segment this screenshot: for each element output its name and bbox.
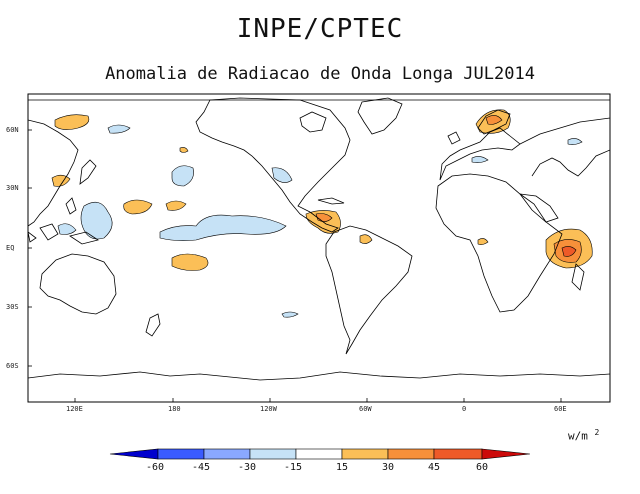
negative-anomaly-patch [159, 214, 287, 241]
coast-japan [79, 159, 97, 185]
colorbar-swatch [249, 448, 297, 460]
coast-south-america [325, 225, 413, 355]
lon-tick-label: 120E [66, 405, 83, 413]
anomaly-patches [51, 109, 593, 318]
negative-anomaly-patch [171, 165, 194, 187]
coast-madagascar [571, 263, 585, 291]
coast-scandinavia [477, 109, 511, 135]
colorbar-swatch [387, 448, 435, 460]
coast-philippines [65, 197, 77, 215]
negative-anomaly-patch [567, 138, 583, 145]
positive-anomaly-patch [165, 200, 187, 211]
positive-anomaly-patch [561, 246, 577, 257]
colorbar-label: 45 [428, 462, 441, 473]
positive-anomaly-patch [485, 115, 503, 125]
lon-tick-label: 60E [554, 405, 567, 413]
coast-new-guinea [69, 231, 99, 245]
positive-anomaly-patch [179, 147, 189, 153]
lat-tick-label: 30S [6, 303, 19, 311]
negative-anomaly-patch [471, 156, 489, 163]
coast-sumatra [28, 231, 37, 243]
positive-anomaly-patch [54, 114, 90, 130]
coast-arabia [519, 193, 559, 223]
lat-tick-label: EQ [6, 244, 15, 252]
lon-tick-label: 120W [260, 405, 277, 413]
coast-antarctica [28, 371, 610, 381]
lat-tick-label: 30N [6, 184, 19, 192]
coast-africa [435, 173, 563, 313]
coast-indian-coast [531, 149, 610, 177]
lat-tick-label: 60S [6, 362, 19, 370]
colorbar-label: -45 [192, 462, 211, 473]
positive-anomaly-patch [477, 238, 489, 245]
coast-cuba [317, 197, 345, 205]
colorbar-swatch [341, 448, 389, 460]
positive-anomaly-patch [123, 199, 153, 215]
colorbar [109, 448, 531, 460]
coast-asia [28, 99, 610, 227]
colorbar-swatch [157, 448, 205, 460]
lon-tick-label: 60W [359, 405, 372, 413]
positive-anomaly-patch [171, 253, 209, 271]
chart-subtitle: Anomalia de Radiacao de Onda Longa JUL20… [105, 64, 535, 84]
positive-anomaly-patch [359, 234, 373, 244]
colorbar-label: -15 [284, 462, 303, 473]
colorbar-label: -60 [146, 462, 165, 473]
colorbar-label: 60 [476, 462, 489, 473]
coast-borneo [39, 223, 59, 241]
lat-tick-label: 60N [6, 126, 19, 134]
negative-anomaly-patch [57, 223, 77, 235]
colorbar-swatch [203, 448, 251, 460]
negative-anomaly-patch [271, 167, 293, 183]
colorbar-swatch-min [109, 448, 159, 460]
colorbar-label: -30 [238, 462, 257, 473]
coast-new-zealand [145, 313, 161, 337]
colorbar-swatch-max [481, 448, 531, 460]
chart-title: INPE/CPTEC [236, 14, 404, 44]
coast-europe [439, 127, 521, 181]
coast-australia [39, 253, 117, 315]
coast-greenland [357, 97, 403, 135]
coast-british-isles [447, 131, 461, 145]
legend-units-base: w/m [568, 429, 588, 443]
negative-anomaly-patch [80, 201, 113, 240]
colorbar-label: 30 [382, 462, 395, 473]
lon-tick-label: 0 [462, 405, 467, 413]
colorbar-label: 15 [336, 462, 349, 473]
map-frame [27, 93, 611, 403]
coast-north-america [195, 97, 351, 233]
legend-units: w/m 2 [568, 428, 599, 443]
negative-anomaly-patch [107, 124, 131, 134]
negative-anomaly-patch [281, 311, 299, 318]
colorbar-swatch [433, 448, 483, 460]
legend-units-exponent: 2 [594, 428, 600, 437]
coast-hudson-bay [299, 111, 327, 133]
lon-tick-label: 180 [168, 405, 181, 413]
coastlines [28, 97, 610, 381]
colorbar-swatch [295, 448, 343, 460]
